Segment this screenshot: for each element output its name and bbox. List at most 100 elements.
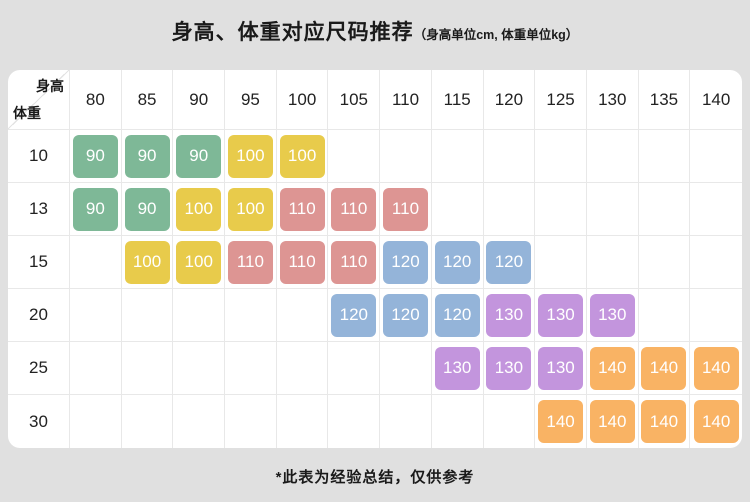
- size-chip-140: 140: [589, 400, 635, 443]
- size-cell-w15-h115: 120: [431, 236, 484, 289]
- size-cell-w20-h135: [638, 289, 691, 342]
- size-chip-110: 110: [331, 187, 377, 231]
- size-cell-w30-h85: [122, 395, 174, 448]
- size-cell-w30-h110: [380, 395, 432, 448]
- corner-cell: 身高 体重: [8, 70, 70, 130]
- size-cell-w20-h125: 130: [535, 289, 587, 342]
- size-chip-100: 100: [227, 134, 273, 178]
- size-cell-w30-h115: [432, 395, 484, 448]
- size-chip-120: 120: [486, 240, 532, 284]
- size-chip-100: 100: [227, 187, 273, 231]
- page-title: 身高、体重对应尺码推荐（身高单位cm, 体重单位kg）: [0, 16, 750, 46]
- size-chip-110: 110: [227, 240, 273, 284]
- weight-label-20: 20: [8, 289, 70, 342]
- size-cell-w13-h95: 100: [225, 183, 277, 236]
- size-cell-w25-h80: [70, 342, 122, 395]
- size-cell-w20-h120: 130: [483, 289, 536, 342]
- size-cell-w20-h80: [70, 289, 122, 342]
- size-cell-w25-h125: 130: [535, 342, 587, 395]
- size-cell-w30-h130: 140: [587, 395, 639, 448]
- size-cell-w15-h105: 110: [328, 236, 381, 289]
- size-table-card: 身高 体重 80 85 90 95 100 105 110 115 120 125 130 135 14…: [8, 70, 742, 448]
- size-cell-w10-h90: 90: [173, 130, 226, 183]
- size-cell-w15-h85: 100: [121, 236, 174, 289]
- size-cell-w10-h140: [690, 130, 742, 183]
- size-chip-110: 110: [279, 187, 325, 231]
- weight-axis-label: 体重: [13, 105, 41, 121]
- size-cell-w15-h90: 100: [173, 236, 226, 289]
- size-cell-w30-h80: [70, 395, 122, 448]
- size-cell-w30-h95: [225, 395, 277, 448]
- size-cell-w13-h120: [483, 183, 536, 236]
- size-cell-w10-h100: 100: [276, 130, 329, 183]
- size-cell-w13-h105: 110: [328, 183, 381, 236]
- size-cell-w13-h115: [431, 183, 484, 236]
- height-axis-label: 身高: [36, 78, 64, 94]
- size-cell-w15-h100: 110: [276, 236, 329, 289]
- size-cell-w25-h135: 140: [638, 342, 691, 395]
- size-cell-w20-h90: [173, 289, 226, 342]
- size-cell-w15-h135: [638, 236, 691, 289]
- height-header-80: 80: [70, 70, 122, 130]
- size-chip-130: 130: [434, 346, 480, 390]
- size-cell-w20-h85: [121, 289, 174, 342]
- size-chip-100: 100: [176, 187, 222, 231]
- size-chip-90: 90: [72, 134, 118, 178]
- size-cell-w15-h120: 120: [483, 236, 536, 289]
- size-cell-w20-h110: 120: [380, 289, 432, 342]
- title-text: 身高、体重对应尺码推荐: [171, 21, 414, 44]
- weight-label-25: 25: [8, 342, 70, 395]
- size-table-grid: 身高 体重 80 85 90 95 100 105 110 115 120 125 130 135 14…: [8, 70, 742, 448]
- size-cell-w30-h105: [328, 395, 381, 448]
- size-cell-w30-h120: [484, 395, 536, 448]
- size-chip-130: 130: [589, 293, 635, 337]
- size-cell-w25-h140: 140: [690, 342, 742, 395]
- size-cell-w20-h95: [225, 289, 277, 342]
- size-chip-140: 140: [641, 400, 687, 443]
- size-cell-w25-h130: 140: [586, 342, 639, 395]
- size-cell-w25-h90: [173, 342, 226, 395]
- size-chip-140: 140: [538, 400, 584, 443]
- weight-label-30: 30: [8, 395, 70, 448]
- height-header-95: 95: [225, 70, 277, 130]
- size-chip-120: 120: [331, 293, 377, 337]
- size-cell-w20-h105: 120: [328, 289, 381, 342]
- size-chip-140: 140: [641, 346, 687, 390]
- size-chip-120: 120: [434, 293, 480, 337]
- size-cell-w25-h120: 130: [483, 342, 536, 395]
- size-cell-w10-h110: [380, 130, 432, 183]
- height-header-130: 130: [586, 70, 639, 130]
- title-unit-note: （身高单位cm, 体重单位kg）: [413, 28, 579, 42]
- size-chip-140: 140: [693, 346, 739, 390]
- size-cell-w25-h100: [276, 342, 329, 395]
- size-cell-w20-h140: [690, 289, 742, 342]
- height-header-125: 125: [535, 70, 587, 130]
- size-cell-w15-h80: [70, 236, 122, 289]
- height-header-140: 140: [690, 70, 742, 130]
- size-chip-100: 100: [279, 134, 325, 178]
- size-cell-w10-h120: [483, 130, 536, 183]
- size-chip-90: 90: [72, 187, 118, 231]
- size-cell-w10-h95: 100: [225, 130, 277, 183]
- size-chip-110: 110: [331, 240, 377, 284]
- size-cell-w25-h110: [380, 342, 432, 395]
- size-cell-w25-h115: 130: [431, 342, 484, 395]
- size-cell-w13-h135: [638, 183, 691, 236]
- size-chip-120: 120: [434, 240, 480, 284]
- size-cell-w10-h130: [586, 130, 639, 183]
- size-cell-w20-h130: 130: [586, 289, 639, 342]
- weight-label-15: 15: [8, 236, 70, 289]
- size-cell-w13-h110: 110: [380, 183, 432, 236]
- size-cell-w15-h110: 120: [380, 236, 432, 289]
- size-chip-130: 130: [486, 293, 532, 337]
- size-cell-w30-h100: [277, 395, 329, 448]
- size-chip-140: 140: [693, 400, 739, 443]
- size-cell-w15-h125: [535, 236, 587, 289]
- size-cell-w13-h90: 100: [173, 183, 226, 236]
- size-cell-w20-h100: [276, 289, 329, 342]
- size-cell-w25-h85: [121, 342, 174, 395]
- size-chip-90: 90: [176, 134, 222, 178]
- height-header-85: 85: [121, 70, 174, 130]
- size-chip-130: 130: [538, 346, 584, 390]
